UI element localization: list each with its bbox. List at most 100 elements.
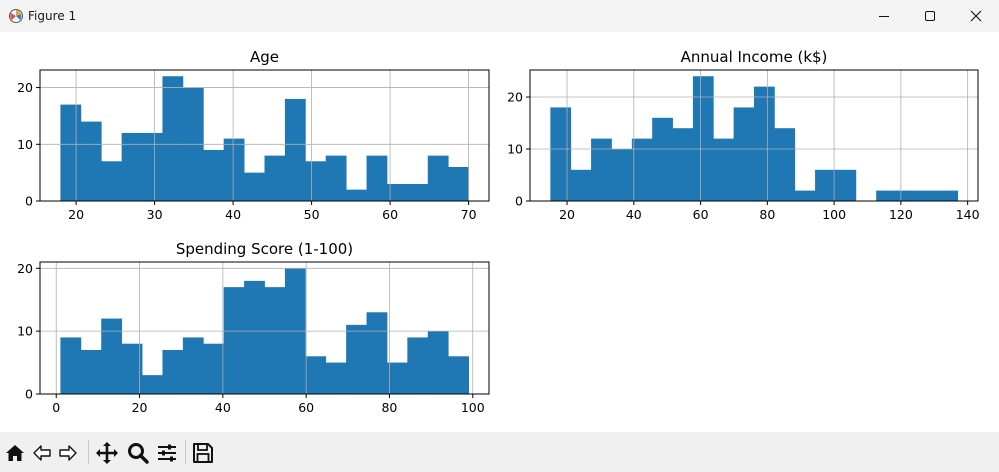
histogram-bar: [713, 138, 735, 201]
histogram-bar: [162, 350, 184, 394]
histogram-bar: [346, 324, 367, 394]
x-tick-label: 40: [215, 400, 231, 415]
subplot-1: 20 30 40 50 60 70 0 10 20 Age: [17, 48, 490, 222]
histogram-bar: [162, 76, 184, 201]
zoom-button[interactable]: [125, 440, 151, 466]
histogram-bar: [366, 155, 388, 201]
x-tick-label: 20: [68, 207, 84, 222]
histogram-bar: [121, 132, 143, 201]
x-tick-label: 100: [461, 400, 485, 415]
histogram-bar: [550, 107, 572, 201]
histogram-bar: [754, 86, 775, 201]
histogram-bar: [80, 350, 102, 394]
configure-subplots-button[interactable]: [154, 440, 180, 466]
y-tick-label: 20: [17, 80, 33, 95]
close-button[interactable]: [953, 0, 999, 32]
close-icon: [970, 10, 982, 22]
configure-subplots-icon: [158, 444, 176, 462]
histogram-bar: [386, 362, 408, 394]
x-tick-label: 20: [559, 207, 575, 222]
forward-button[interactable]: [55, 440, 81, 466]
histogram-bar: [692, 76, 714, 201]
histogram-bar: [142, 132, 163, 201]
axes-frame: [39, 69, 490, 202]
subplot-title: Age: [250, 48, 279, 66]
save-button[interactable]: [190, 440, 216, 466]
x-tick-label: 80: [759, 207, 775, 222]
home-button[interactable]: [2, 440, 28, 466]
histogram-bar: [427, 331, 449, 394]
subplot-2: 20 40 60 80 100 120 140 0 10 20 Annual Income (k$): [507, 48, 980, 222]
axes-frame: [529, 69, 979, 202]
home-icon: [6, 445, 24, 461]
histogram-bar: [407, 183, 429, 201]
histogram-bar: [407, 337, 429, 394]
histogram-bar: [223, 287, 245, 394]
x-tick-label: 70: [461, 207, 477, 222]
histogram-bar: [101, 161, 123, 201]
axes-frame: [39, 261, 490, 395]
histogram-bar: [182, 337, 204, 394]
x-tick-label: 0: [52, 400, 60, 415]
histogram-bar: [448, 356, 469, 394]
toolbar-separator: [185, 440, 186, 464]
histogram-bar: [325, 362, 347, 394]
histogram-bar: [570, 169, 592, 201]
subplot-3: 0 20 40 60 80 100 0 10 20 Spending Score (1-100): [17, 240, 490, 415]
histogram-bar: [366, 312, 388, 394]
histogram-bar: [896, 190, 918, 201]
histogram-bar: [835, 169, 857, 201]
x-tick-label: 40: [626, 207, 642, 222]
y-tick-label: 0: [25, 387, 33, 402]
histogram-bar: [284, 98, 306, 201]
toolbar-separator: [88, 440, 89, 464]
histogram-bar: [611, 149, 633, 201]
matplotlib-app-icon: [9, 9, 23, 23]
y-tick-label: 10: [17, 324, 33, 339]
x-tick-label: 30: [147, 207, 163, 222]
figure-canvas[interactable]: 20 30 40 50 60 70 0 10 20 Age 20 40 60 80 100 120 140 0 10…: [0, 32, 999, 432]
histogram-bar: [937, 190, 959, 201]
zoom-magnifier-icon: [128, 443, 149, 464]
histogram-bar: [346, 189, 367, 201]
histogram-bar: [448, 166, 469, 201]
x-tick-label: 120: [889, 207, 913, 222]
histogram-bar: [916, 190, 938, 201]
histogram-bar: [794, 190, 816, 201]
histogram-bar: [631, 138, 653, 201]
x-tick-label: 40: [225, 207, 241, 222]
back-arrow-icon: [33, 445, 51, 461]
x-tick-label: 100: [822, 207, 846, 222]
maximize-button[interactable]: [907, 0, 953, 32]
x-tick-label: 60: [382, 207, 398, 222]
y-tick-label: 10: [507, 142, 523, 157]
window-title: Figure 1: [28, 9, 77, 23]
histogram-bar: [305, 356, 327, 394]
minimize-icon: [879, 16, 889, 17]
histogram-bar: [305, 161, 327, 201]
save-floppy-icon: [193, 443, 213, 463]
y-tick-label: 20: [507, 90, 523, 105]
histogram-bar: [652, 117, 673, 201]
navigation-toolbar: [0, 432, 999, 472]
title-bar[interactable]: Figure 1: [0, 0, 999, 33]
subplot-title: Spending Score (1-100): [176, 240, 353, 258]
histogram-bar: [223, 138, 245, 201]
back-button[interactable]: [29, 440, 55, 466]
x-tick-label: 60: [693, 207, 709, 222]
histogram-bar: [427, 155, 449, 201]
y-tick-label: 10: [17, 137, 33, 152]
y-tick-label: 0: [25, 194, 33, 209]
pan-button[interactable]: [94, 440, 120, 466]
histogram-bar: [325, 155, 347, 201]
y-tick-label: 20: [17, 261, 33, 276]
histogram-bar: [672, 128, 694, 201]
x-tick-label: 60: [298, 400, 314, 415]
histogram-bar: [80, 121, 102, 201]
histogram-bar: [101, 318, 123, 394]
x-tick-label: 140: [956, 207, 980, 222]
x-tick-label: 20: [132, 400, 148, 415]
minimize-button[interactable]: [861, 0, 907, 32]
